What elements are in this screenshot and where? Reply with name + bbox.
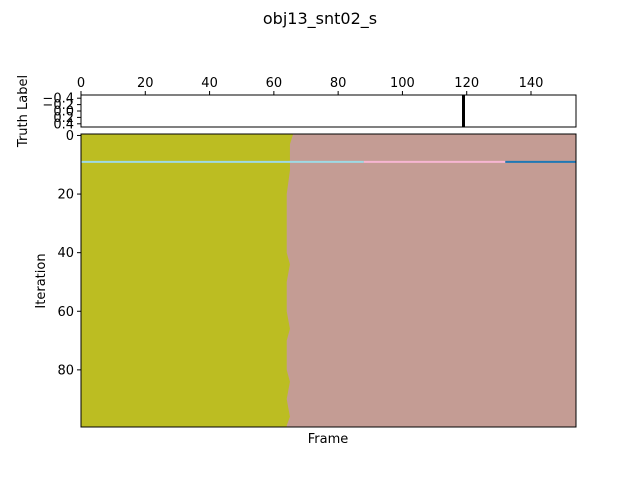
top-x-tick-label: 20 [137,76,154,91]
bottom-y-tick-label: 60 [57,305,74,320]
top-x-tick-label: 80 [330,76,347,91]
top-y-tick-label: −0.4 [42,92,74,107]
segment-1-region [81,134,294,427]
truth-label-ylabel: Truth Label [16,75,31,148]
top-x-tick-label: 140 [519,76,544,91]
top-x-tick-label: 40 [201,76,218,91]
top-y-tick-label: 0.0 [53,105,74,120]
iteration-frame [80,133,577,428]
bottom-y-tick-label: 0 [66,129,74,144]
top-y-tick-label: 0.4 [53,117,74,132]
top-x-tick-label: 0 [77,76,85,91]
truth-label-plot-area [81,95,576,127]
bottom-y-tick-label: 80 [57,363,74,378]
iteration-panel: 0 20 40 60 80 Iteration Frame [34,129,577,447]
top-x-tick-label: 100 [390,76,415,91]
bottom-y-tick-label: 20 [57,188,74,203]
top-y-tick-label: −0.2 [42,98,74,113]
top-x-tick-label: 120 [454,76,479,91]
top-y-tick-label: 0.2 [53,111,74,126]
top-x-tick-label: 60 [266,76,283,91]
iteration-ylabel: Iteration [34,253,49,308]
frame-xlabel: Frame [308,432,349,447]
truth-label-panel: 0 20 40 60 80 100 120 140 −0.4−0.20.00.20.4 Tru… [16,75,577,148]
bottom-y-tick-label: 40 [57,246,74,261]
chart-title: obj13_snt02_s [263,9,377,29]
